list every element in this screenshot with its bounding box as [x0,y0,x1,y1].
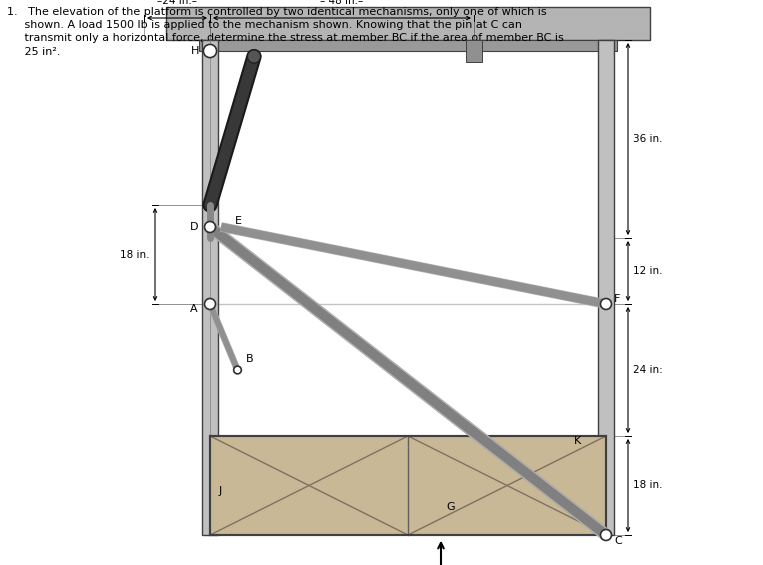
Text: D: D [189,222,198,232]
Text: – 48 in.–: – 48 in.– [320,0,364,6]
Bar [201,40,218,62]
Text: 1.   The elevation of the platform is controlled by two identical mechanisms, on: 1. The elevation of the platform is cont… [7,7,564,57]
Bar [210,436,606,535]
Circle shape [600,529,611,541]
Circle shape [233,366,241,374]
Circle shape [247,50,261,63]
Bar [465,40,482,62]
Bar [199,40,617,51]
Circle shape [204,221,215,233]
Text: C: C [614,536,622,545]
Text: 12 in.: 12 in. [633,266,662,276]
Text: A: A [190,305,198,315]
Text: 18 in.: 18 in. [121,250,150,259]
Text: 24 in:: 24 in: [633,365,663,375]
Text: B: B [246,354,253,364]
Text: E: E [235,216,242,227]
Text: –24 in.–: –24 in.– [157,0,197,6]
Text: 36 in.: 36 in. [633,134,662,144]
Circle shape [600,298,611,310]
Circle shape [204,298,215,310]
Text: 18 in.: 18 in. [633,480,662,490]
Bar [166,7,650,40]
Text: H: H [191,46,199,56]
Text: K: K [574,437,581,446]
Circle shape [204,45,217,58]
Bar [201,40,218,535]
Text: J: J [218,486,221,496]
Text: G: G [446,502,455,512]
Bar [597,40,614,535]
Text: F: F [614,293,620,303]
